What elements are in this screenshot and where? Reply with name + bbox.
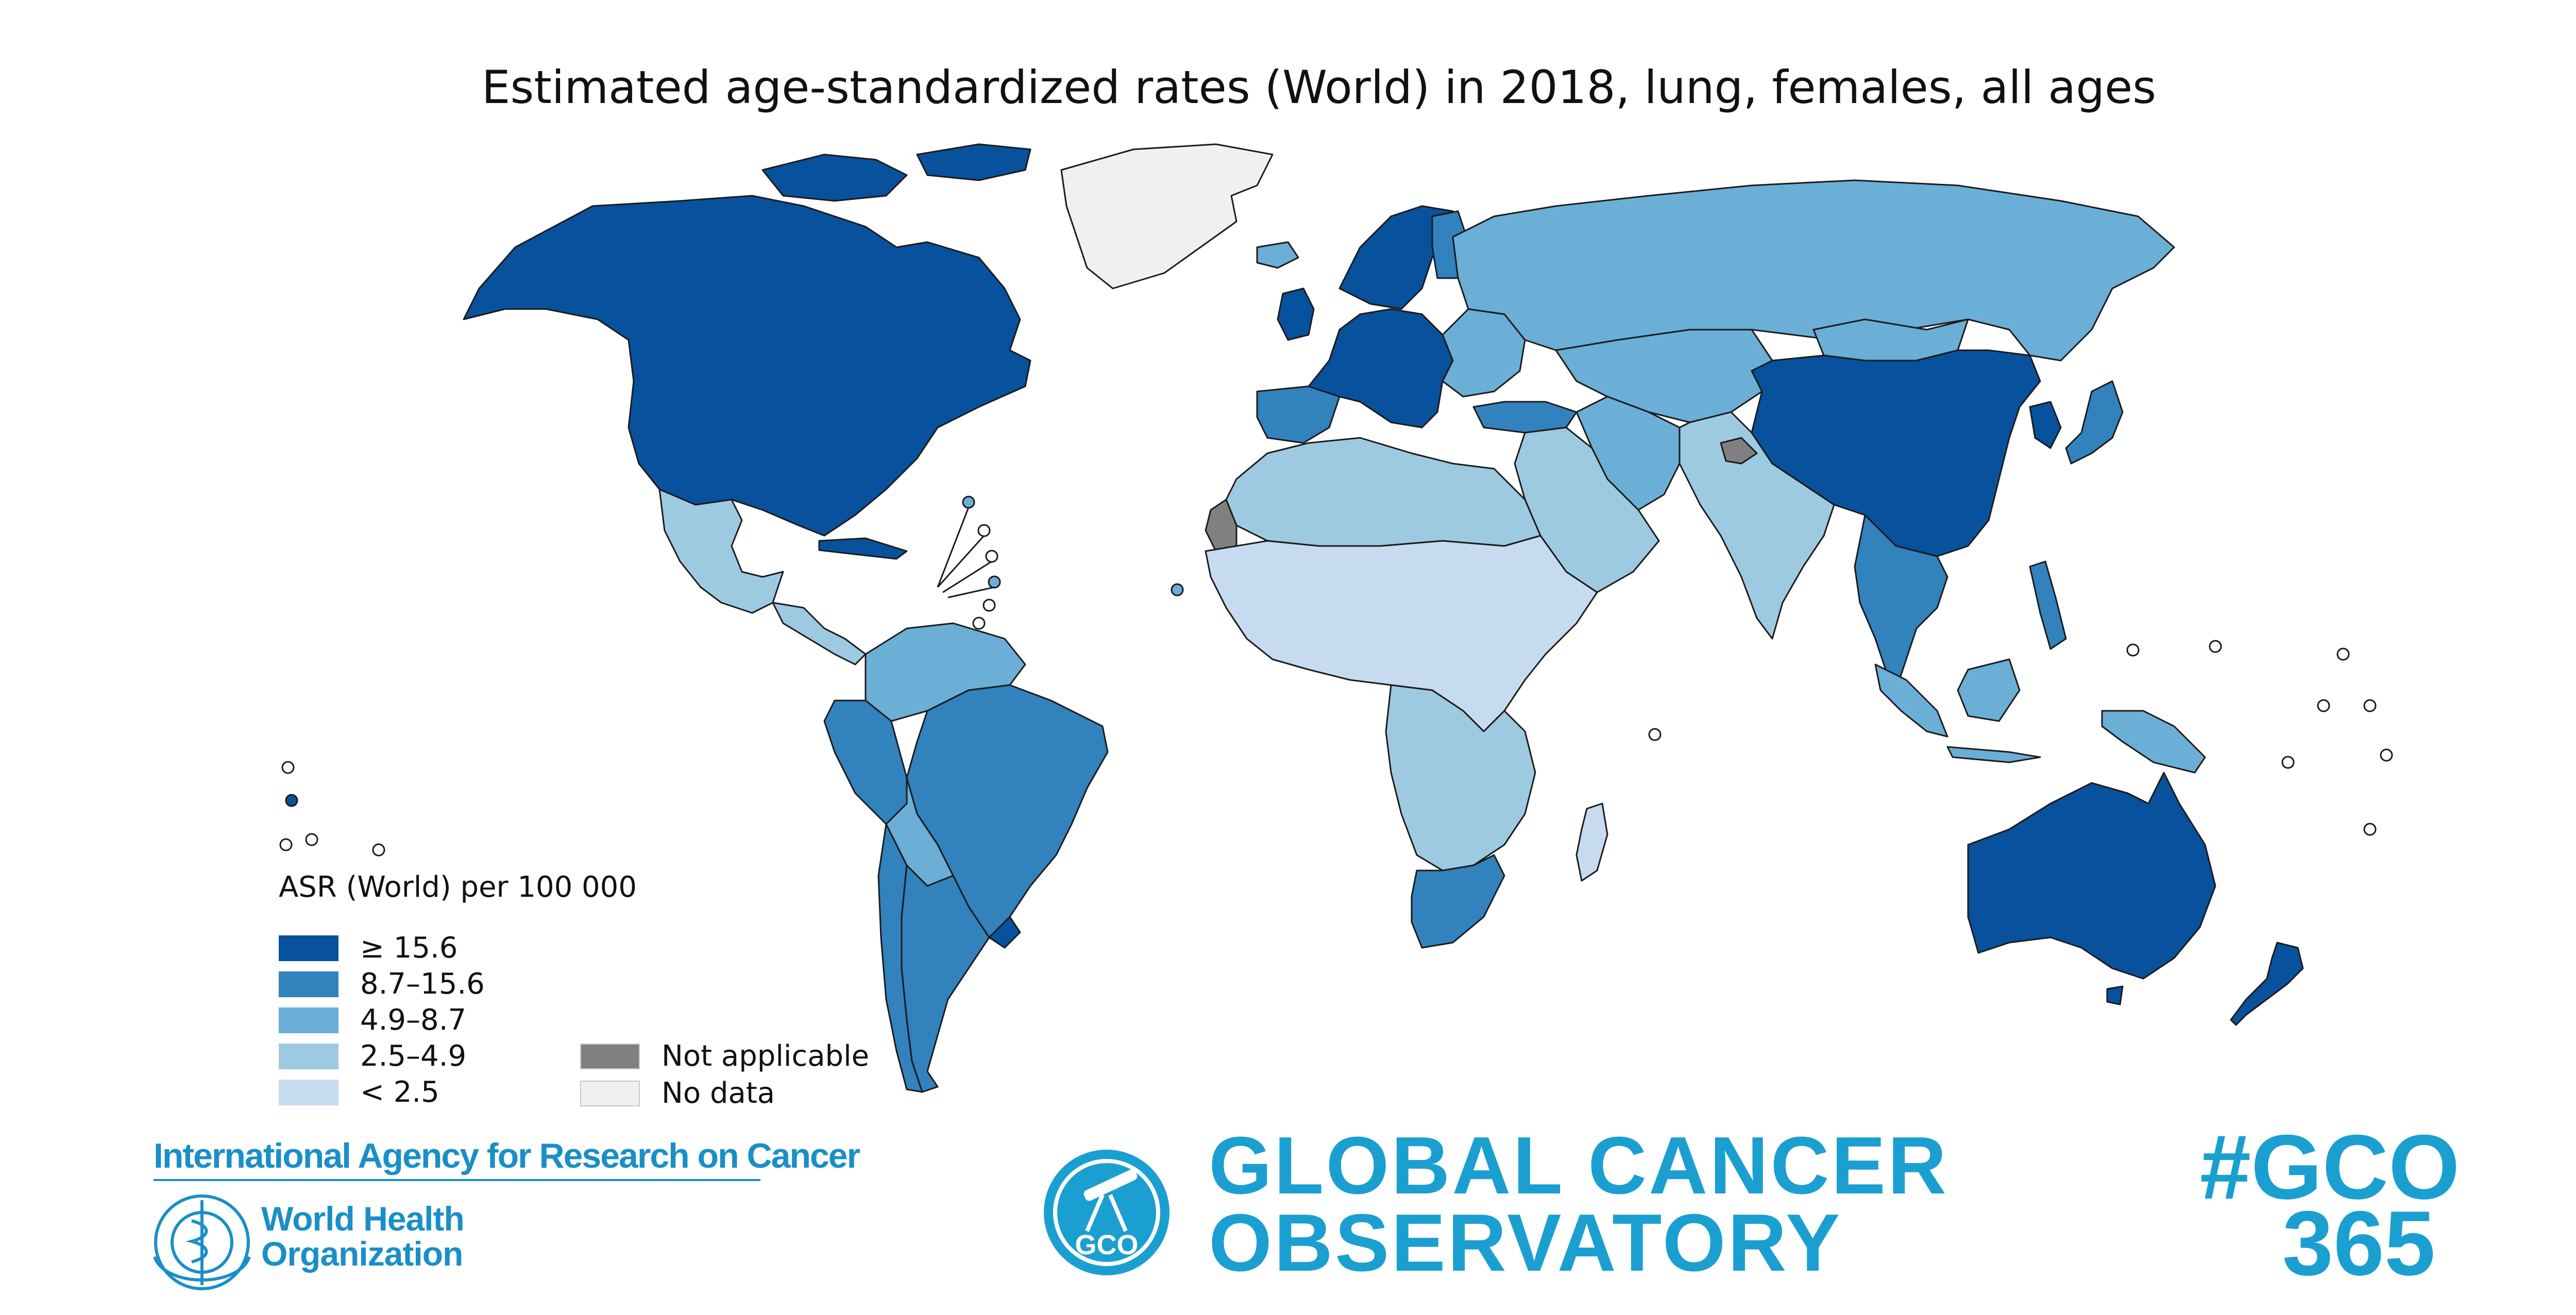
- iarc-logo-text: International Agency for Research on Can…: [154, 1136, 860, 1175]
- region-south-africa: [1411, 854, 1505, 949]
- region-indonesia-java: [1946, 746, 2041, 763]
- gco-telescope-icon: GCO: [1044, 1150, 1170, 1275]
- hashtag-line1: #GCO: [2200, 1116, 2460, 1218]
- region-se-asia-mainland: [1854, 514, 1948, 691]
- region-west-central-africa: [1205, 535, 1598, 732]
- region-north-america: [463, 195, 1031, 537]
- legend-item: 8.7–15.6: [279, 967, 485, 1001]
- legend-swatch: [279, 1007, 338, 1033]
- region-iberia: [1256, 385, 1341, 444]
- island-marker: [1648, 728, 1662, 741]
- region-southern-africa: [1385, 684, 1536, 872]
- hashtag-logo: #GCO 365: [2200, 1116, 2460, 1294]
- region-central-america: [772, 602, 867, 665]
- region-south-asia: [1679, 411, 1835, 640]
- legend-swatch: [580, 1043, 640, 1069]
- legend-label: 2.5–4.9: [360, 1039, 467, 1073]
- region-kashmir: [1720, 437, 1758, 465]
- who-logo-text: World Health Organization: [261, 1200, 465, 1273]
- region-new-zealand: [2230, 942, 2304, 1026]
- region-mexico: [658, 488, 784, 614]
- island-marker: [2126, 643, 2140, 657]
- region-arctic-islands-2: [916, 143, 1031, 181]
- gco-line2: OBSERVATORY: [1209, 1198, 1842, 1288]
- island-marker: [2363, 823, 2377, 836]
- legend-label: < 2.5: [360, 1075, 439, 1109]
- island-marker: [1171, 583, 1184, 596]
- region-north-africa: [1225, 437, 1541, 547]
- island-marker: [2336, 647, 2350, 661]
- region-indonesia: [1874, 663, 1948, 738]
- legend-label: 8.7–15.6: [360, 967, 485, 1001]
- callout-line: [942, 560, 992, 593]
- island-marker: [285, 794, 298, 807]
- legend-item: No data: [580, 1077, 775, 1110]
- legend-label: 4.9–8.7: [360, 1003, 467, 1037]
- island-marker: [2209, 640, 2222, 653]
- region-turkey: [1472, 401, 1578, 434]
- legend-swatch: [279, 935, 338, 961]
- region-chile: [877, 823, 923, 1093]
- hashtag-line2: 365: [2282, 1192, 2435, 1294]
- island-marker: [372, 843, 385, 857]
- region-cuba: [818, 537, 908, 560]
- iarc-underline: [154, 1179, 760, 1181]
- callout-line: [937, 507, 970, 588]
- island-marker: [977, 524, 991, 537]
- legend-title: ASR (World) per 100 000: [279, 870, 637, 904]
- legend-item: ≥ 15.6: [279, 931, 457, 965]
- legend-label: Not applicable: [662, 1039, 870, 1073]
- region-greenland: [1060, 143, 1274, 289]
- legend-label: No data: [662, 1077, 775, 1110]
- legend-item: 4.9–8.7: [279, 1003, 466, 1037]
- region-central-asia: [1555, 329, 1773, 423]
- legend-item: < 2.5: [279, 1075, 439, 1109]
- island-marker: [2317, 699, 2330, 712]
- gco-logo-text: GLOBAL CANCER OBSERVATORY: [1209, 1120, 1948, 1288]
- region-iran: [1575, 396, 1681, 511]
- region-indonesia-borneo: [1957, 658, 2021, 722]
- map-title: Estimated age-standardized rates (World)…: [481, 61, 2157, 114]
- region-uruguay: [988, 916, 1021, 949]
- who-line1: World Health: [261, 1200, 465, 1238]
- island-marker: [962, 496, 975, 509]
- region-png: [2101, 710, 2206, 774]
- region-madagascar: [1575, 802, 1608, 882]
- region-russia: [1452, 179, 2175, 362]
- region-australia: [1967, 772, 2216, 980]
- who-line2: Organization: [261, 1235, 463, 1273]
- legend-swatch: [279, 971, 338, 997]
- island-marker: [972, 617, 986, 630]
- island-marker: [985, 550, 998, 563]
- region-korea: [2029, 401, 2062, 449]
- island-marker: [281, 761, 295, 774]
- island-marker: [305, 833, 318, 846]
- legend-item: Not applicable: [580, 1039, 869, 1073]
- callout-line: [947, 586, 995, 599]
- legend-swatch: [279, 1079, 338, 1105]
- legend-swatch: [580, 1080, 640, 1106]
- island-marker: [279, 838, 293, 851]
- region-philippines: [2029, 560, 2067, 650]
- island-marker: [2281, 756, 2295, 769]
- region-iceland: [1256, 241, 1299, 269]
- legend-label: ≥ 15.6: [360, 931, 458, 965]
- legend-item: 2.5–4.9: [279, 1039, 466, 1073]
- island-marker: [2380, 748, 2393, 762]
- island-marker: [2363, 699, 2377, 712]
- region-china: [1751, 349, 2041, 557]
- island-marker: [988, 575, 1001, 589]
- region-arctic-islands: [761, 153, 908, 202]
- region-uk: [1277, 287, 1315, 341]
- island-marker: [982, 599, 996, 612]
- callout-line: [937, 535, 985, 588]
- gco-badge-text: GCO: [1075, 1229, 1138, 1260]
- legend-swatch: [279, 1043, 338, 1069]
- who-emblem-icon: [153, 1194, 251, 1290]
- region-tasmania: [2106, 985, 2124, 1005]
- gco-line1: GLOBAL CANCER: [1209, 1120, 1948, 1211]
- region-japan: [2065, 380, 2124, 465]
